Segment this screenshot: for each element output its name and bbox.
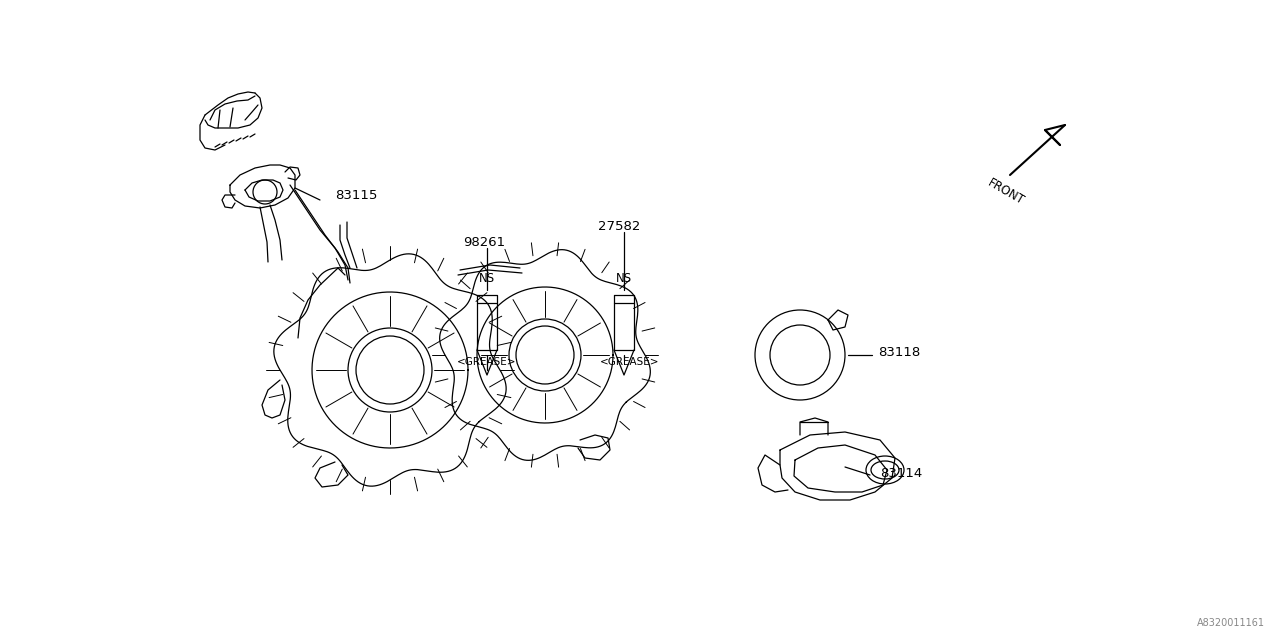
Text: 98261: 98261 xyxy=(463,236,506,248)
Text: FRONT: FRONT xyxy=(986,177,1027,207)
Text: 83118: 83118 xyxy=(878,346,920,358)
Text: 83115: 83115 xyxy=(335,189,378,202)
Text: NS: NS xyxy=(479,271,495,285)
Text: 83114: 83114 xyxy=(881,467,923,479)
Text: A8320011161: A8320011161 xyxy=(1197,618,1265,628)
Text: <GREASE>: <GREASE> xyxy=(457,357,517,367)
Text: NS: NS xyxy=(616,271,632,285)
Text: 27582: 27582 xyxy=(598,220,640,232)
Text: <GREASE>: <GREASE> xyxy=(600,357,659,367)
